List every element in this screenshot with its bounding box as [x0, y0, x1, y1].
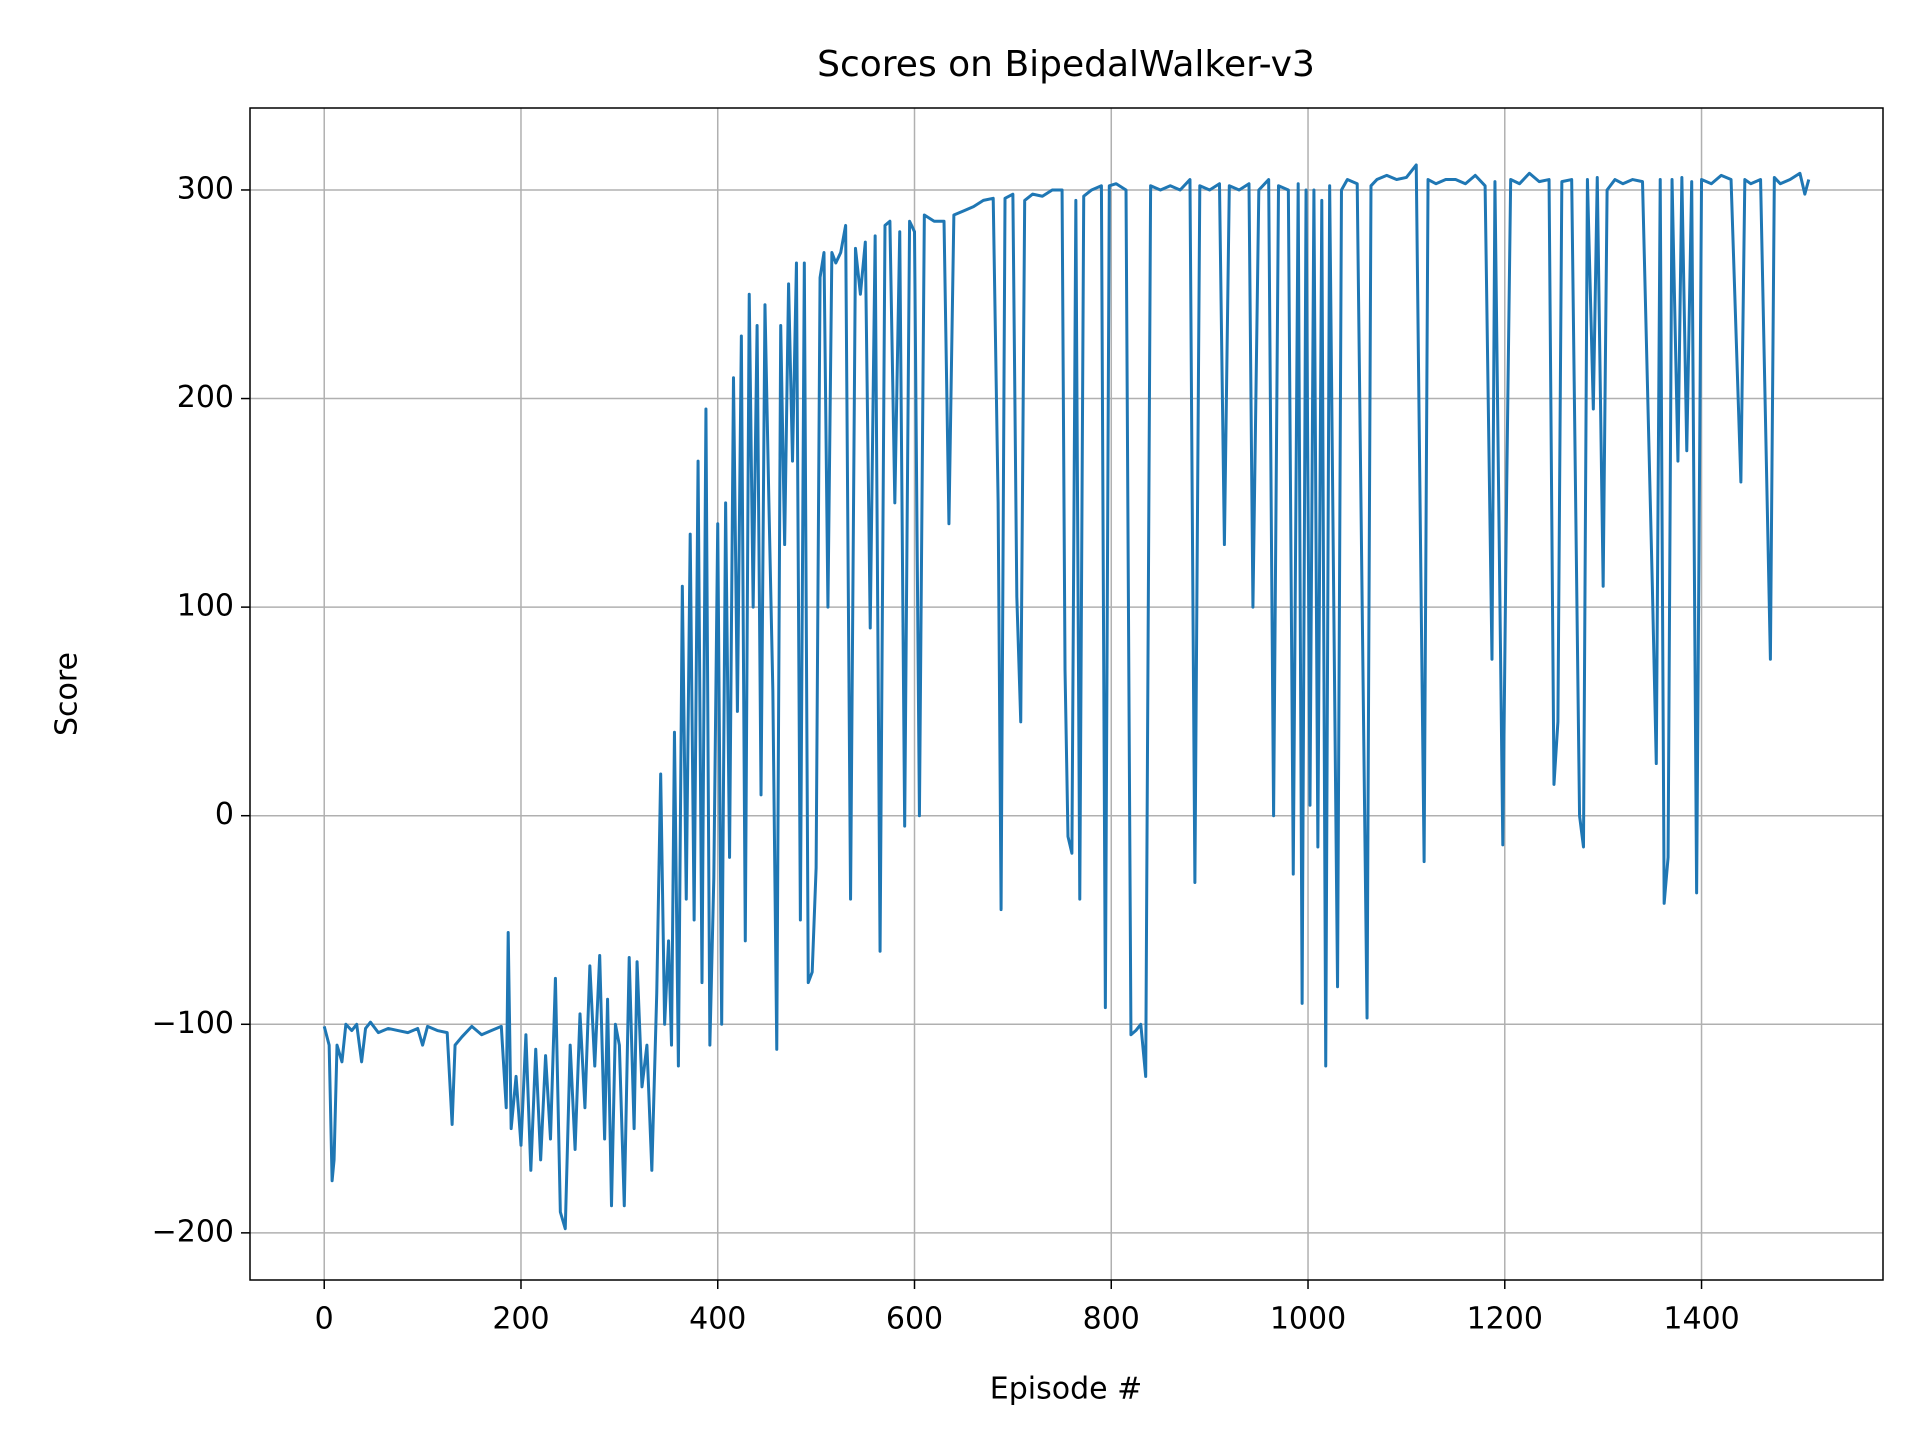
x-axis-label: Episode # [990, 1372, 1143, 1407]
data-line [322, 163, 1811, 1231]
x-tick-label: 600 [886, 1302, 943, 1337]
x-tick-label: 1200 [1467, 1302, 1543, 1337]
y-tick-label: 300 [177, 171, 234, 206]
x-tick-label: 0 [315, 1302, 334, 1337]
y-tick-label: 100 [177, 589, 234, 624]
y-tick-label: −100 [152, 1006, 234, 1041]
x-tick-label: 1400 [1663, 1302, 1739, 1337]
y-axis-label: Score [50, 652, 85, 736]
y-tick-label: −200 [152, 1214, 234, 1249]
plot-frame [249, 107, 1884, 1281]
x-tick-label: 800 [1083, 1302, 1140, 1337]
chart-title: Scores on BipedalWalker-v3 [817, 44, 1315, 85]
y-tick-label: 0 [215, 797, 234, 832]
y-tick-label: 200 [177, 380, 234, 415]
x-tick-label: 200 [492, 1302, 549, 1337]
x-tick-label: 1000 [1270, 1302, 1346, 1337]
x-tick-label: 400 [689, 1302, 746, 1337]
